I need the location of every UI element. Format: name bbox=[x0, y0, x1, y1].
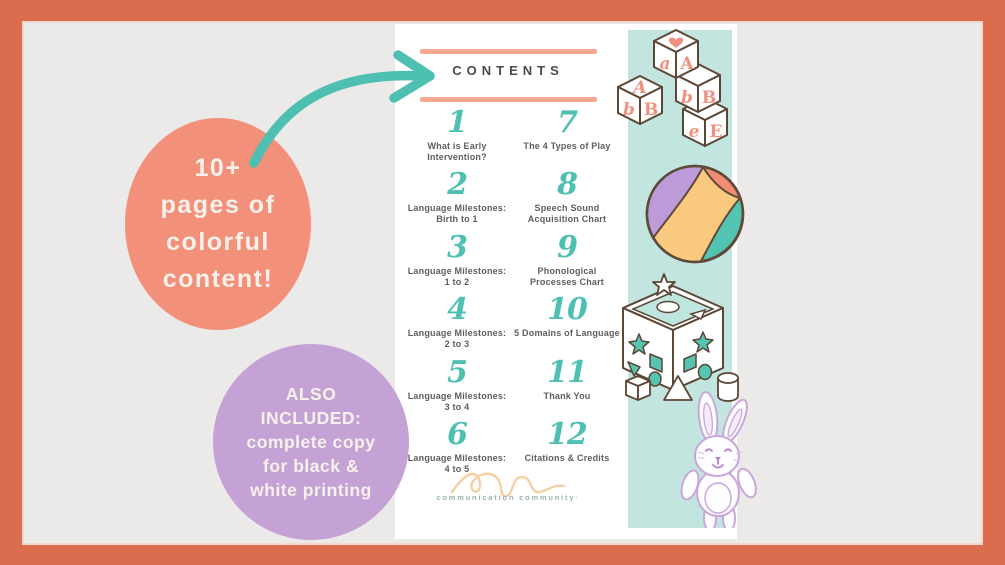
toc-number: 12 bbox=[547, 416, 588, 452]
heart-icon bbox=[668, 37, 684, 48]
toc-number: 5 bbox=[447, 354, 468, 390]
badge-line: for black & bbox=[263, 456, 359, 476]
toc-label: The 4 Types of Play bbox=[523, 141, 611, 151]
badge-line: 10+ bbox=[194, 154, 242, 182]
toc-entry: 4 Language Milestones: 2 to 3 bbox=[402, 295, 512, 357]
badge-line: white printing bbox=[250, 480, 372, 500]
toc-label: Language Milestones: 1 to 2 bbox=[407, 265, 507, 287]
svg-text:b: b bbox=[623, 100, 635, 120]
badge-line: pages of bbox=[160, 191, 276, 219]
toc-number: 7 bbox=[557, 105, 578, 140]
toc-entry: 8 Speech Sound Acquisition Chart bbox=[512, 170, 622, 232]
toc-number: 11 bbox=[547, 354, 588, 390]
brand-wordmark: communication community· bbox=[436, 493, 580, 502]
svg-text:e: e bbox=[689, 122, 700, 142]
toc-entry: 3 Language Milestones: 1 to 2 bbox=[402, 229, 512, 295]
svg-text:b: b bbox=[681, 88, 693, 108]
squiggle-icon bbox=[450, 472, 566, 498]
toc-label: Speech Sound Acquisition Chart bbox=[527, 203, 607, 225]
toc-number: 4 bbox=[447, 292, 468, 328]
svg-text:B: B bbox=[702, 88, 716, 108]
badge-line: colorful bbox=[166, 228, 270, 256]
alphabet-blocks-icon: a A b B A b B e E bbox=[617, 29, 728, 147]
toc-number: 1 bbox=[447, 105, 468, 140]
svg-text:A: A bbox=[631, 78, 646, 98]
badge-line: content! bbox=[162, 265, 274, 293]
toc-number: 3 bbox=[447, 229, 468, 265]
toc-entry: 1 What is Early Intervention? bbox=[402, 108, 512, 170]
toc-number: 2 bbox=[447, 167, 468, 203]
toc-number: 8 bbox=[557, 167, 578, 203]
bottom-rule bbox=[420, 97, 597, 102]
page-title: CONTENTS bbox=[452, 63, 564, 78]
shape-sorter-icon bbox=[622, 273, 739, 402]
toc-label: Citations & Credits bbox=[524, 452, 610, 463]
svg-text:B: B bbox=[644, 100, 658, 120]
toc-label: Language Milestones: Birth to 1 bbox=[407, 203, 507, 225]
badge-line: INCLUDED: bbox=[260, 408, 362, 428]
toc-label: 5 Domains of Language bbox=[514, 328, 620, 339]
toc-entry: 12 Citations & Credits bbox=[512, 416, 622, 482]
toc-number: 9 bbox=[557, 229, 578, 265]
top-rule bbox=[420, 49, 597, 54]
also-included-badge: ALSO INCLUDED: complete copy for black &… bbox=[213, 344, 409, 540]
pages-badge: 10+ pages of colorful content! bbox=[125, 118, 311, 330]
svg-text:E: E bbox=[710, 122, 723, 142]
toc-entry: 2 Language Milestones: Birth to 1 bbox=[402, 170, 512, 232]
table-of-contents: 1 What is Early Intervention? 7 The 4 Ty… bbox=[402, 108, 622, 482]
toc-label: Language Milestones: 3 to 4 bbox=[407, 390, 507, 412]
beach-ball-icon bbox=[645, 164, 745, 264]
toc-label: Thank You bbox=[543, 390, 591, 401]
svg-text:a: a bbox=[659, 54, 670, 74]
toc-entry: 10 5 Domains of Language bbox=[512, 295, 622, 357]
toc-entry: 11 Thank You bbox=[512, 354, 622, 420]
footer-brand: communication community· bbox=[398, 487, 618, 505]
bunny-plush-icon bbox=[680, 391, 757, 528]
curved-arrow-icon bbox=[249, 50, 435, 168]
toc-entry: 6 Language Milestones: 4 to 5 bbox=[402, 416, 512, 482]
toc-entry: 7 The 4 Types of Play bbox=[512, 108, 622, 170]
toc-label: Language Milestones: 2 to 3 bbox=[407, 328, 507, 350]
toc-number: 6 bbox=[447, 416, 468, 452]
toc-label: Language Milestones: 4 to 5 bbox=[407, 452, 507, 474]
toc-number: 10 bbox=[547, 292, 588, 328]
toc-entry: 9 Phonological Processes Chart bbox=[512, 229, 622, 295]
badge-line: ALSO bbox=[285, 384, 337, 404]
toc-entry: 5 Language Milestones: 3 to 4 bbox=[402, 354, 512, 420]
badge-line: complete copy bbox=[246, 432, 376, 452]
toc-label: Phonological Processes Chart bbox=[529, 265, 605, 287]
toc-label: What is Early Intervention? bbox=[427, 141, 487, 162]
svg-text:A: A bbox=[679, 54, 694, 74]
